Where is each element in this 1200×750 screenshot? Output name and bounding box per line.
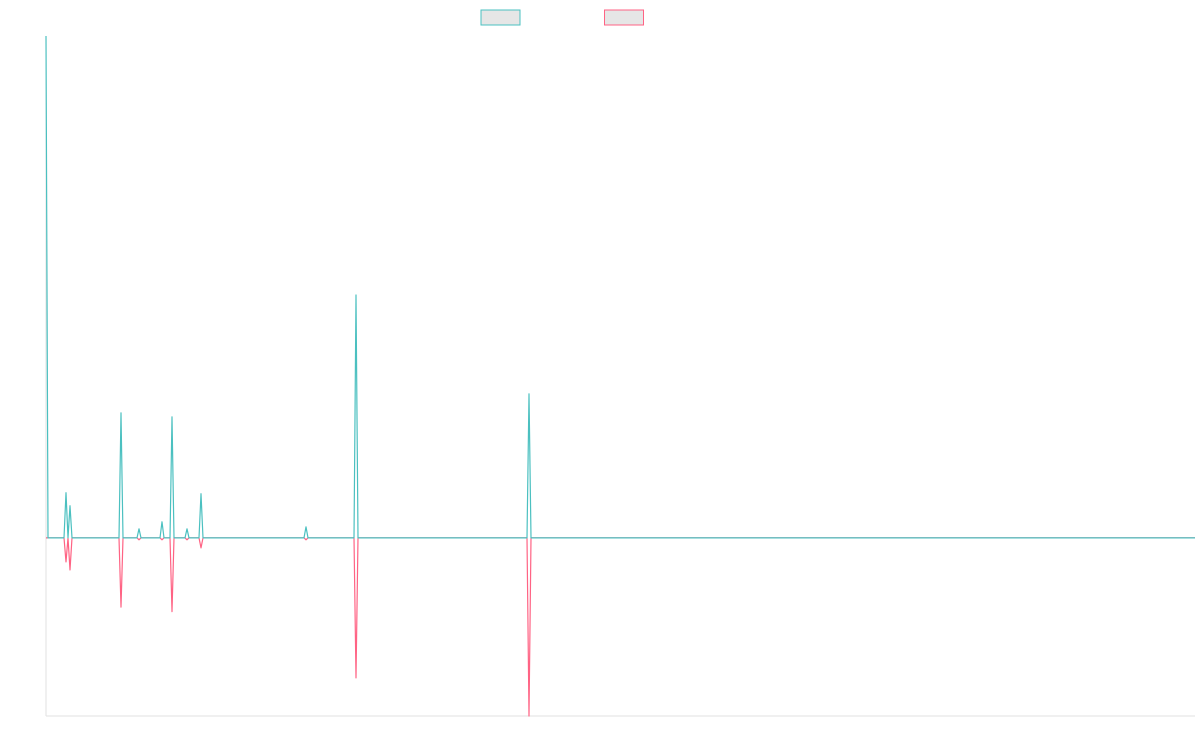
legend-swatch[interactable]	[604, 9, 644, 26]
series-line	[45, 35, 1195, 539]
series-line	[46, 537, 1195, 717]
legend-swatch[interactable]	[480, 9, 521, 26]
